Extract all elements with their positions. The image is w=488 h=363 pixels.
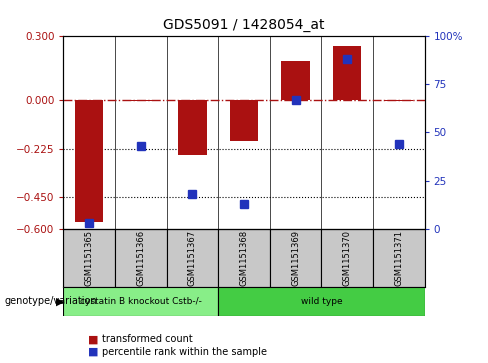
Text: ■: ■ (88, 347, 99, 357)
Bar (333, 46, 362, 101)
Bar (75, 101, 103, 222)
Text: ▶: ▶ (56, 296, 64, 306)
Text: GSM1151366: GSM1151366 (136, 230, 145, 286)
Text: GSM1151367: GSM1151367 (188, 230, 197, 286)
Text: ■: ■ (88, 334, 99, 344)
Bar (282, 61, 310, 101)
Bar (63, 287, 218, 316)
Bar (166, 229, 218, 287)
Text: cystatin B knockout Cstb-/-: cystatin B knockout Cstb-/- (80, 297, 202, 306)
Bar (230, 101, 258, 141)
Text: wild type: wild type (301, 297, 342, 306)
Text: GSM1151368: GSM1151368 (240, 230, 248, 286)
Text: transformed count: transformed count (102, 334, 193, 344)
Bar (385, 101, 413, 102)
Bar (178, 101, 206, 155)
Bar (218, 229, 270, 287)
Text: GSM1151371: GSM1151371 (394, 230, 403, 286)
Text: GSM1151369: GSM1151369 (291, 230, 300, 286)
Bar (373, 229, 425, 287)
Text: genotype/variation: genotype/variation (5, 296, 98, 306)
Bar (115, 229, 166, 287)
Bar (63, 229, 115, 287)
Text: GDS5091 / 1428054_at: GDS5091 / 1428054_at (163, 18, 325, 32)
Bar (270, 229, 322, 287)
Text: GSM1151365: GSM1151365 (85, 230, 94, 286)
Text: percentile rank within the sample: percentile rank within the sample (102, 347, 267, 357)
Text: GSM1151370: GSM1151370 (343, 230, 352, 286)
Bar (322, 229, 373, 287)
Bar (218, 287, 425, 316)
Bar (127, 101, 155, 102)
